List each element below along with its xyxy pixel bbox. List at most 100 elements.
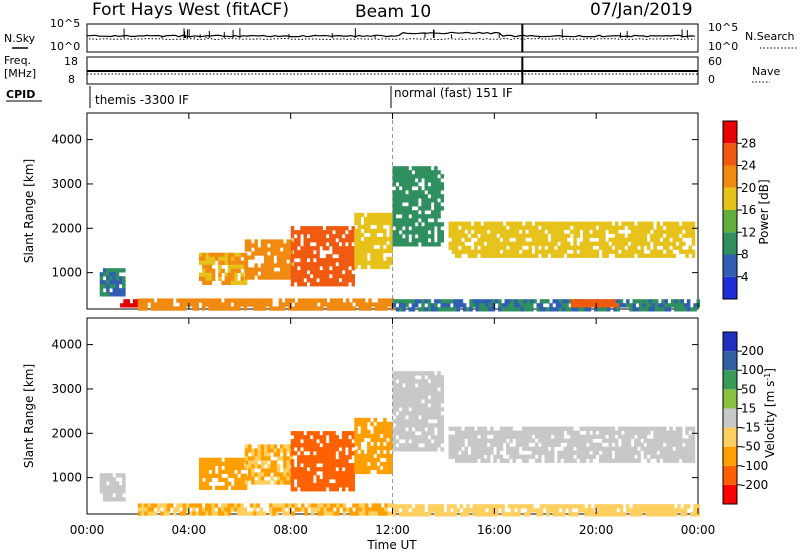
velocity-cell: [306, 487, 311, 492]
power-cell: [123, 299, 127, 304]
power-cell: [351, 262, 355, 267]
velocity-cell: [474, 458, 478, 463]
velocity-cell: [646, 458, 651, 463]
velocity-cell: [319, 483, 323, 488]
velocity-cell: [248, 464, 252, 469]
velocity-cell: [661, 512, 665, 517]
velocity-cell: [539, 504, 544, 509]
power-cell: [539, 307, 544, 312]
power-cell: [408, 174, 412, 179]
velocity-cell: [586, 426, 590, 431]
power-cell: [573, 237, 577, 242]
velocity-cell: [677, 504, 681, 509]
freq-label-line2: [MHz]: [4, 67, 36, 80]
power-cell: [306, 274, 311, 279]
velocity-cell: [678, 434, 683, 439]
power-cell: [685, 229, 689, 234]
velocity-cell: [303, 459, 307, 464]
velocity-cell: [281, 503, 286, 508]
velocity-cell: [243, 485, 248, 490]
velocity-cell: [360, 465, 365, 471]
velocity-cell: [424, 443, 428, 448]
power-cell: [418, 307, 422, 312]
power-cell: [666, 237, 670, 242]
velocity-cell: [376, 433, 381, 439]
velocity-cell: [477, 430, 481, 435]
velocity-cell: [590, 508, 595, 513]
velocity-cell: [629, 512, 633, 517]
power-cell: [506, 221, 510, 226]
power-cell: [109, 284, 113, 289]
power-cell: [653, 249, 657, 254]
velocity-cell: [264, 460, 268, 465]
power-cell: [462, 307, 467, 312]
power-cell: [627, 221, 632, 226]
velocity-cell: [454, 458, 459, 463]
power-cell: [560, 225, 564, 230]
power-cell: [418, 234, 422, 239]
velocity-cell: [109, 473, 113, 478]
velocity-cell: [418, 399, 422, 404]
velocity-cell: [659, 454, 664, 459]
power-cell: [205, 272, 209, 277]
power-cell: [398, 174, 403, 179]
power-cell: [523, 299, 528, 304]
power-cell: [440, 234, 444, 239]
velocity-cell: [526, 512, 531, 517]
power-cell: [313, 266, 317, 271]
power-cell: [332, 278, 336, 283]
velocity-cell: [440, 435, 444, 440]
power-cell: [332, 266, 336, 271]
velocity-colorbar-tick-label-5: 50: [741, 382, 756, 396]
velocity-cell: [316, 447, 320, 452]
velocity-cell: [538, 458, 542, 463]
power-cell: [286, 267, 290, 272]
velocity-cell: [389, 461, 393, 467]
power-cell: [361, 302, 366, 307]
velocity-cell: [440, 375, 444, 380]
velocity-cell: [618, 454, 622, 459]
velocity-cell: [421, 387, 425, 392]
power-cell: [290, 246, 295, 251]
velocity-cell: [653, 430, 657, 435]
velocity-cell: [541, 434, 545, 439]
velocity-cell: [338, 443, 343, 448]
power-cell: [691, 221, 696, 226]
velocity-cell: [361, 511, 366, 516]
power-cell: [693, 307, 697, 312]
velocity-cell: [421, 411, 425, 416]
velocity-cell: [554, 434, 558, 439]
power-cell: [338, 254, 343, 259]
velocity-cell: [440, 419, 444, 424]
velocity-cell: [579, 438, 584, 443]
power-cell: [675, 245, 680, 250]
velocity-cell: [341, 463, 346, 468]
power-cell: [424, 307, 428, 312]
power-cell: [550, 233, 555, 238]
velocity-cell: [345, 471, 349, 476]
velocity-cell: [301, 503, 305, 508]
power-cell: [109, 276, 113, 281]
velocity-cell: [281, 507, 286, 512]
velocity-cell: [418, 395, 422, 400]
power-cell: [304, 298, 308, 303]
power-cell: [496, 229, 500, 234]
velocity-cell: [589, 434, 593, 439]
velocity-cell: [322, 443, 327, 448]
power-cell: [325, 282, 330, 287]
power-cell: [547, 225, 552, 230]
velocity-cell: [534, 450, 539, 455]
velocity-cell: [319, 479, 323, 484]
velocity-cell: [173, 507, 177, 512]
velocity-cell: [303, 443, 307, 448]
power-cell: [661, 307, 665, 312]
velocity-cell: [437, 431, 441, 436]
velocity-cell: [198, 503, 203, 508]
power-cell: [643, 229, 648, 234]
power-cell: [333, 302, 337, 307]
velocity-cell: [522, 454, 526, 459]
power-cell: [373, 212, 377, 218]
velocity-cell: [309, 431, 314, 436]
velocity-cell: [570, 446, 574, 451]
power-cell: [612, 303, 616, 308]
